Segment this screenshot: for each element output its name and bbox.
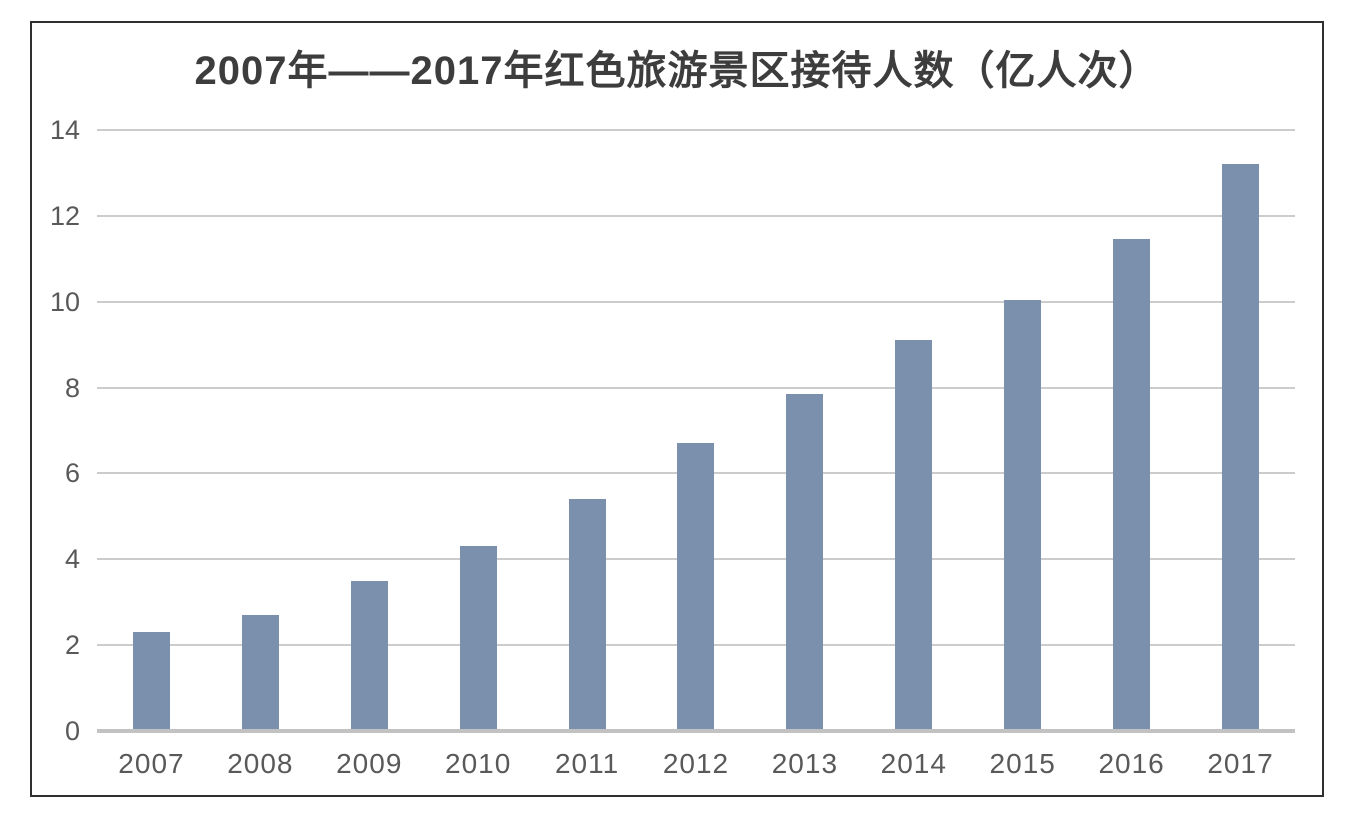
- x-tick-label: 2013: [771, 748, 839, 779]
- x-axis-labels: 2007 2008 2009 2010 2011 2012 2013 2014 2015 2016…: [97, 747, 1295, 781]
- gridline: [97, 300, 1295, 303]
- bar-2010: [459, 546, 497, 731]
- y-tick-label: 2: [64, 630, 80, 661]
- bar-2015: [1004, 299, 1042, 731]
- x-tick-label: 2016: [1098, 748, 1165, 779]
- y-tick-label: 12: [49, 200, 80, 231]
- bar-slot: [97, 130, 206, 731]
- bar-slot: [1077, 130, 1186, 731]
- gridline: [97, 129, 1295, 131]
- x-tick-label: 2008: [227, 748, 294, 779]
- x-tick-label: 2012: [662, 748, 730, 779]
- y-axis-labels: 0 2 4 6 8 10 12 14: [32, 115, 80, 746]
- y-tick-label: 8: [64, 372, 80, 403]
- x-tick-label: 2011: [554, 748, 620, 779]
- bar-2012: [677, 443, 715, 731]
- bar-2011: [568, 499, 606, 731]
- x-tick-label: 2010: [445, 748, 512, 779]
- y-tick-label: 10: [49, 286, 80, 317]
- x-tick-label: 2007: [118, 748, 185, 779]
- bar-2014: [895, 340, 933, 731]
- y-tick-label: 4: [64, 544, 80, 575]
- bar-2016: [1113, 239, 1151, 731]
- bar-slot: [968, 130, 1077, 731]
- bar-slot: [533, 130, 642, 731]
- bar-slot: [1186, 130, 1295, 731]
- gridline: [97, 214, 1295, 217]
- bar-slot: [642, 130, 751, 731]
- bar-slot: [859, 130, 968, 731]
- y-tick-label: 6: [64, 458, 80, 489]
- y-tick-label: 14: [49, 115, 80, 145]
- gridline: [97, 386, 1295, 389]
- bar-slot: [750, 130, 859, 731]
- bar-2007: [132, 632, 170, 731]
- x-axis-line: [97, 729, 1295, 733]
- x-tick-label: 2009: [336, 748, 403, 779]
- bar-slot: [206, 130, 315, 731]
- bar-slot: [424, 130, 533, 731]
- x-tick-label: 2015: [989, 748, 1056, 779]
- bar-slot: [315, 130, 424, 731]
- bar-2013: [786, 394, 824, 731]
- bar-2017: [1222, 164, 1260, 731]
- bars-container: [97, 130, 1295, 731]
- bar-2009: [350, 580, 388, 731]
- chart-frame: 2007年——2017年红色旅游景区接待人数（亿人次） 0 2 4 6 8 10 12 14 …: [30, 21, 1324, 797]
- x-tick-label: 2017: [1207, 748, 1274, 779]
- bar-2008: [241, 615, 279, 731]
- chart-title: 2007年——2017年红色旅游景区接待人数（亿人次）: [194, 49, 1160, 93]
- plot-area: [97, 129, 1295, 733]
- x-tick-label: 2014: [880, 748, 947, 779]
- y-tick-label: 0: [64, 716, 80, 746]
